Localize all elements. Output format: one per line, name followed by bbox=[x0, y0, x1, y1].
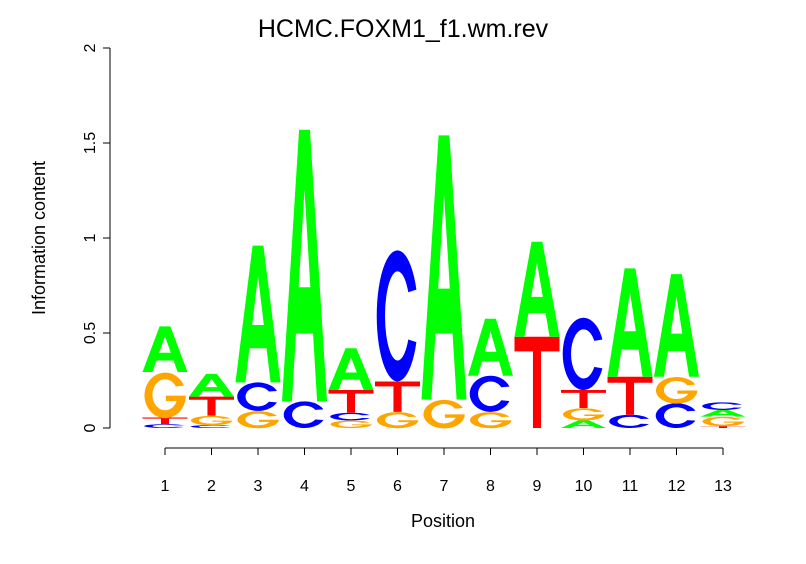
x-tick-label: 6 bbox=[393, 478, 402, 495]
logo-column-8 bbox=[468, 318, 513, 429]
x-tick-label: 4 bbox=[300, 478, 309, 495]
logo-letter-C bbox=[702, 402, 742, 410]
y-tick-label: 0.5 bbox=[82, 322, 99, 344]
x-tick-label: 12 bbox=[668, 478, 686, 495]
x-tick-label: 10 bbox=[575, 478, 593, 495]
logo-letter-A bbox=[607, 268, 653, 377]
logo-letter-G bbox=[702, 416, 744, 427]
logo-column-6 bbox=[375, 250, 420, 429]
logo-letter-C bbox=[609, 414, 649, 428]
logo-letter-G bbox=[423, 399, 465, 429]
logo-letter-T bbox=[189, 396, 234, 416]
logo-column-1 bbox=[142, 326, 188, 428]
logo-letter-A bbox=[514, 241, 560, 337]
logo-letter-G bbox=[330, 420, 372, 429]
logo-column-12 bbox=[654, 274, 699, 428]
logo-letter-G bbox=[469, 412, 512, 429]
logo-letters bbox=[142, 129, 746, 429]
logo-letter-T bbox=[561, 390, 606, 409]
x-tick-label: 1 bbox=[161, 478, 170, 495]
x-axis-label: Position bbox=[411, 511, 475, 531]
logo-letter-A bbox=[328, 348, 374, 390]
logo-letter-T bbox=[607, 376, 653, 415]
y-axis-label: Information content bbox=[29, 161, 49, 315]
logo-letter-G bbox=[237, 411, 279, 429]
logo-letter-C bbox=[330, 412, 370, 421]
x-tick-label: 5 bbox=[347, 478, 356, 495]
logo-letter-G bbox=[562, 408, 605, 421]
logo-letter-G bbox=[376, 412, 419, 429]
logo-letter-A bbox=[654, 274, 699, 377]
x-tick-label: 9 bbox=[533, 478, 542, 495]
logo-letter-G bbox=[190, 415, 233, 426]
y-tick-label: 1.5 bbox=[82, 132, 99, 154]
logo-column-11 bbox=[607, 268, 653, 428]
logo-letter-A bbox=[189, 373, 234, 397]
logo-letter-T bbox=[375, 381, 420, 412]
logo-letter-A bbox=[142, 326, 188, 372]
logo-letter-G bbox=[144, 372, 186, 419]
logo-letter-C bbox=[237, 382, 277, 411]
logo-column-9 bbox=[514, 241, 560, 428]
logo-letter-C bbox=[376, 250, 417, 382]
y-tick-label: 2 bbox=[82, 43, 99, 52]
logo-letter-T bbox=[700, 426, 746, 428]
logo-letter-T bbox=[514, 336, 560, 428]
logo-letter-A bbox=[561, 420, 606, 428]
logo-letter-G bbox=[655, 377, 698, 404]
x-tick-label: 8 bbox=[486, 478, 495, 495]
logo-letter-T bbox=[142, 417, 188, 425]
logo-column-10 bbox=[561, 317, 606, 428]
logo-column-3 bbox=[235, 245, 281, 429]
logo-column-13 bbox=[700, 402, 746, 428]
logo-letter-C bbox=[190, 425, 231, 428]
logo-column-7 bbox=[421, 135, 467, 429]
logo-letter-A bbox=[468, 318, 513, 376]
x-tick-label: 7 bbox=[440, 478, 449, 495]
logo-letter-A bbox=[421, 135, 467, 400]
logo-letter-C bbox=[562, 317, 603, 390]
axes: 00.511.521 2 3 4 5 6 7 8 9 10 11 12 13 bbox=[82, 43, 732, 495]
y-tick-label: 0 bbox=[82, 423, 99, 432]
logo-letter-C bbox=[469, 375, 510, 412]
x-tick-label: 13 bbox=[714, 478, 732, 495]
logo-letter-A bbox=[235, 245, 281, 383]
logo-column-5 bbox=[328, 348, 374, 429]
logo-letter-C bbox=[655, 403, 696, 428]
logo-letter-T bbox=[328, 390, 374, 413]
logo-column-4 bbox=[282, 129, 327, 428]
logo-letter-A bbox=[282, 129, 327, 402]
x-tick-label: 3 bbox=[254, 478, 263, 495]
x-tick-label: 2 bbox=[207, 478, 216, 495]
logo-letter-C bbox=[283, 401, 324, 428]
y-tick-label: 1 bbox=[82, 233, 99, 242]
logo-letter-C bbox=[144, 424, 184, 428]
x-tick-label: 11 bbox=[622, 478, 639, 495]
logo-letter-A bbox=[700, 409, 746, 417]
logo-column-2 bbox=[189, 373, 234, 428]
chart-title: HCMC.FOXM1_f1.wm.rev bbox=[258, 15, 549, 43]
